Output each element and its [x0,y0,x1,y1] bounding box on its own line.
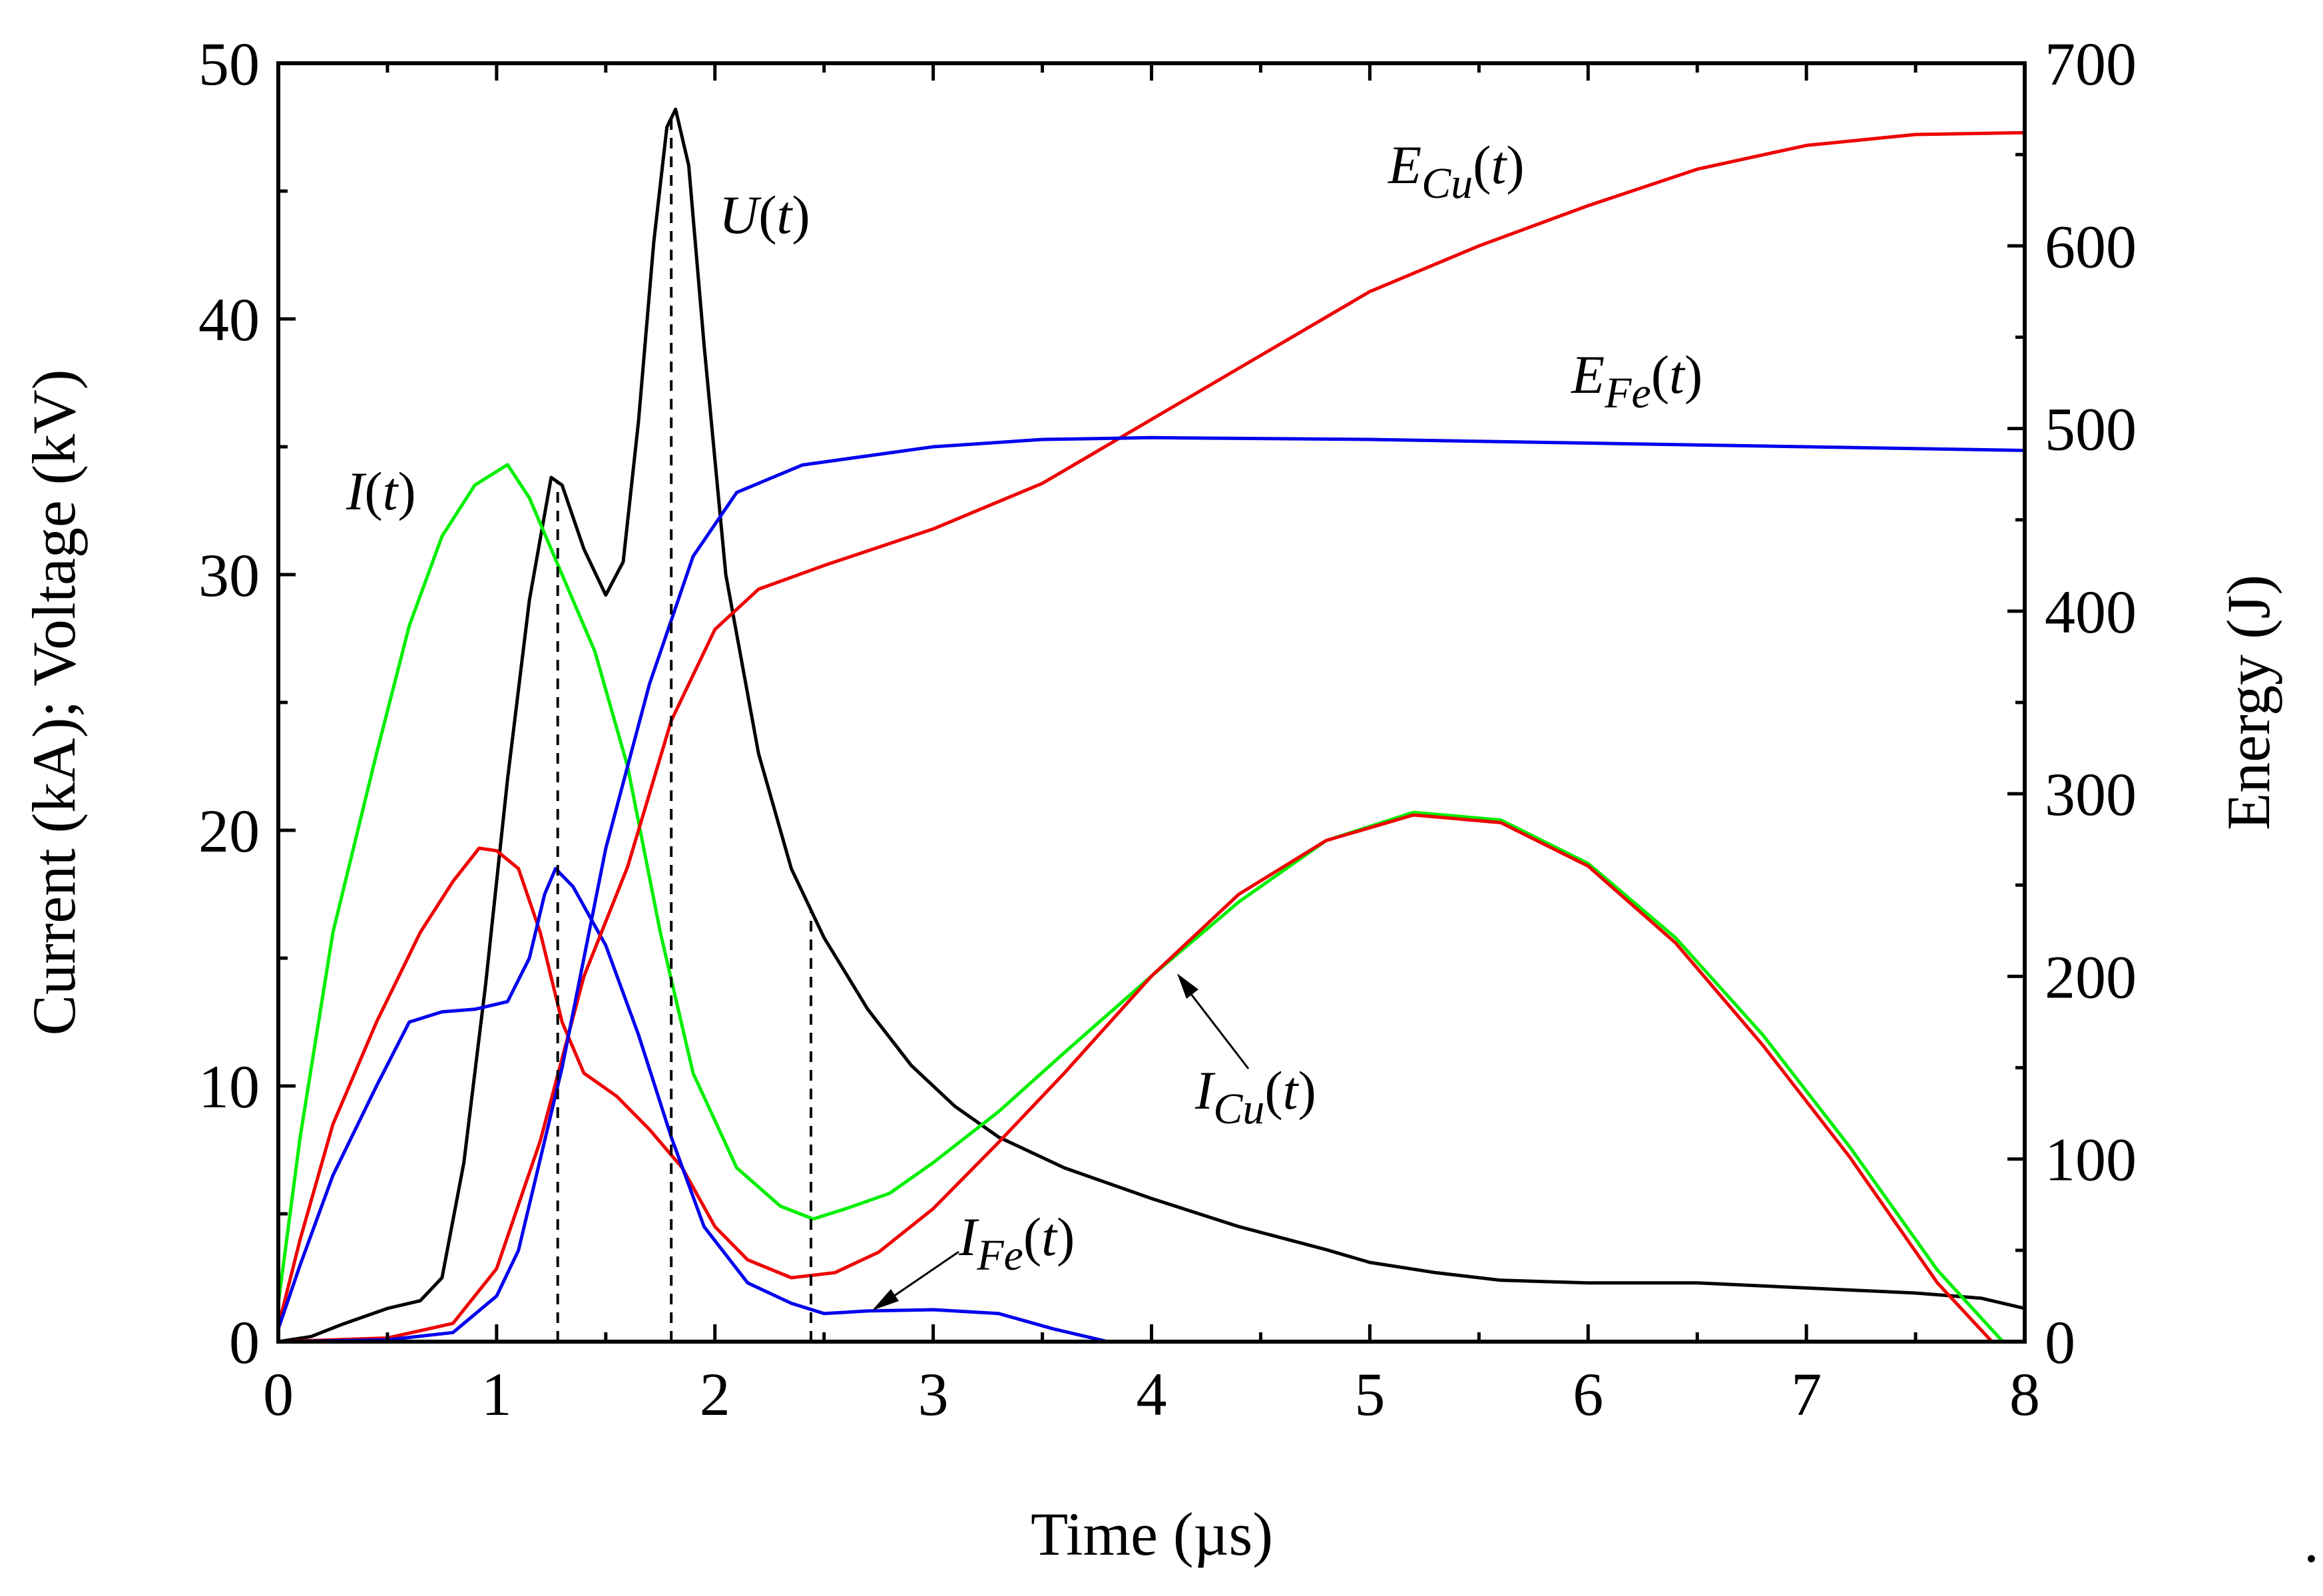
y-right-tick-label: 300 [2045,760,2137,828]
series-line-u-t [278,107,2025,1344]
x-tick-label: 1 [481,1360,512,1428]
label-e-fe: EFe(t) [1571,344,1702,417]
x-tick-label: 5 [1354,1360,1385,1428]
label-i-fe-base: I [958,1206,979,1267]
x-tick-label: 7 [1791,1360,1822,1428]
label-e-cu-arg: t [1491,134,1507,195]
y-right-tick-label: 700 [2045,30,2137,98]
label-e-cu: ECu(t) [1388,134,1525,208]
label-i-fe-sub: Fe [976,1231,1023,1280]
plot-marks [276,107,2025,1344]
label-i-cu-sub: Cu [1213,1085,1264,1133]
label-e-fe-arg: t [1669,344,1686,405]
y-right-tick-label: 100 [2045,1126,2137,1194]
label-e-cu-sub: Cu [1421,159,1473,208]
label-i-fe: IFe(t) [958,1206,1075,1280]
label-e-cu-base: E [1388,134,1421,195]
label-i-t-base: I [346,461,367,521]
x-tick-label: 6 [1573,1360,1603,1428]
x-tick-label: 4 [1137,1360,1167,1428]
label-u-t: U(t) [719,184,810,245]
x-tick-label: 2 [700,1360,730,1428]
trailing-period: . [2304,1507,2319,1575]
label-i-cu: ICu(t) [1194,1060,1316,1133]
series-line-i-t [276,463,2005,1343]
label-i-t-arg: t [383,461,399,521]
y-left-tick-label: 40 [198,286,260,354]
x-tick-label: 8 [2009,1360,2040,1428]
x-axis-title: Time (µs) [1031,1500,1273,1568]
arrow-i-fe-head [872,1289,899,1310]
y-axis-left-title: Current (kA); Voltage (kV) [20,370,88,1036]
y-right-tick-label: 600 [2045,212,2137,280]
y-left-tick-label: 0 [229,1308,260,1376]
arrow-i-fe-line [885,1250,959,1303]
y-right-tick-label: 400 [2045,578,2137,646]
y-right-tick-label: 0 [2045,1308,2075,1376]
x-tick-label: 3 [918,1360,949,1428]
y-axis-right-title: Energy (J) [2214,575,2282,830]
series-line-e-cu-t [278,131,2025,1344]
label-u-t-base: U [719,184,762,245]
axis-ticks: 0 1 2 3 4 5 6 7 80102030405001002003004005006007… [198,30,2137,1428]
y-right-tick-label: 500 [2045,396,2137,463]
x-tick-label: 0 [263,1360,294,1428]
label-i-t: I(t) [346,461,416,521]
y-left-tick-label: 10 [198,1053,260,1121]
y-left-tick-label: 30 [198,541,260,609]
plot-frame [276,61,2027,1344]
label-e-fe-base: E [1571,344,1605,405]
arrow-i-cu-line [1180,981,1250,1069]
series-line-i-fe-t [276,867,1109,1344]
arrow-i-cu-head [1177,973,1198,999]
y-right-tick-label: 200 [2045,943,2137,1011]
label-i-cu-arg: t [1283,1060,1300,1121]
label-i-fe-arg: t [1041,1206,1058,1267]
label-i-cu-base: I [1194,1060,1216,1121]
y-left-tick-label: 20 [198,797,260,865]
label-e-fe-sub: Fe [1604,369,1651,417]
label-u-t-arg: t [777,184,794,245]
series-line-i-cu-t [276,813,1993,1343]
y-left-tick-label: 50 [198,30,260,98]
series-line-e-fe-t [278,435,2025,1344]
